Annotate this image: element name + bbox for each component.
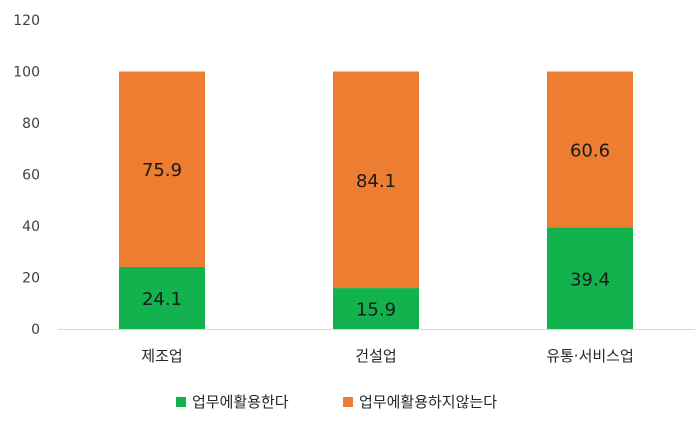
category-label: 제조업 <box>141 347 182 365</box>
y-tick-label: 0 <box>31 322 40 338</box>
bar-segment <box>119 266 205 329</box>
legend-label: 업무에활용하지않는다 <box>359 393 497 411</box>
data-label: 39.4 <box>570 269 610 290</box>
legend-label: 업무에활용한다 <box>192 393 289 411</box>
y-tick-label: 40 <box>22 219 40 235</box>
bar-segment <box>333 288 419 329</box>
category-labels: 제조업 건설업 유통·서비스업 <box>141 347 633 365</box>
legend-swatch <box>176 397 186 407</box>
bars <box>119 71 633 329</box>
y-tick-label: 120 <box>13 13 40 29</box>
bar-segment <box>119 71 205 267</box>
data-label: 15.9 <box>356 300 396 321</box>
bar-segment <box>333 71 419 289</box>
y-tick-label: 60 <box>22 168 40 184</box>
y-axis-ticks: 0 20 40 60 80 100 120 <box>13 13 40 338</box>
legend: 업무에활용한다 업무에활용하지않는다 <box>176 393 497 411</box>
data-label: 60.6 <box>570 141 610 162</box>
data-label: 84.1 <box>356 171 396 192</box>
y-tick-label: 100 <box>13 65 40 81</box>
data-labels: 24.1 75.9 15.9 84.1 39.4 60.6 <box>142 141 610 321</box>
data-label: 24.1 <box>142 289 182 310</box>
bar-segment <box>547 71 633 228</box>
legend-swatch <box>343 397 353 407</box>
y-tick-label: 80 <box>22 116 40 132</box>
data-label: 75.9 <box>142 160 182 181</box>
category-label: 유통·서비스업 <box>546 347 634 365</box>
bar-segment <box>547 227 633 329</box>
y-tick-label: 20 <box>22 271 40 287</box>
category-label: 건설업 <box>355 347 396 365</box>
